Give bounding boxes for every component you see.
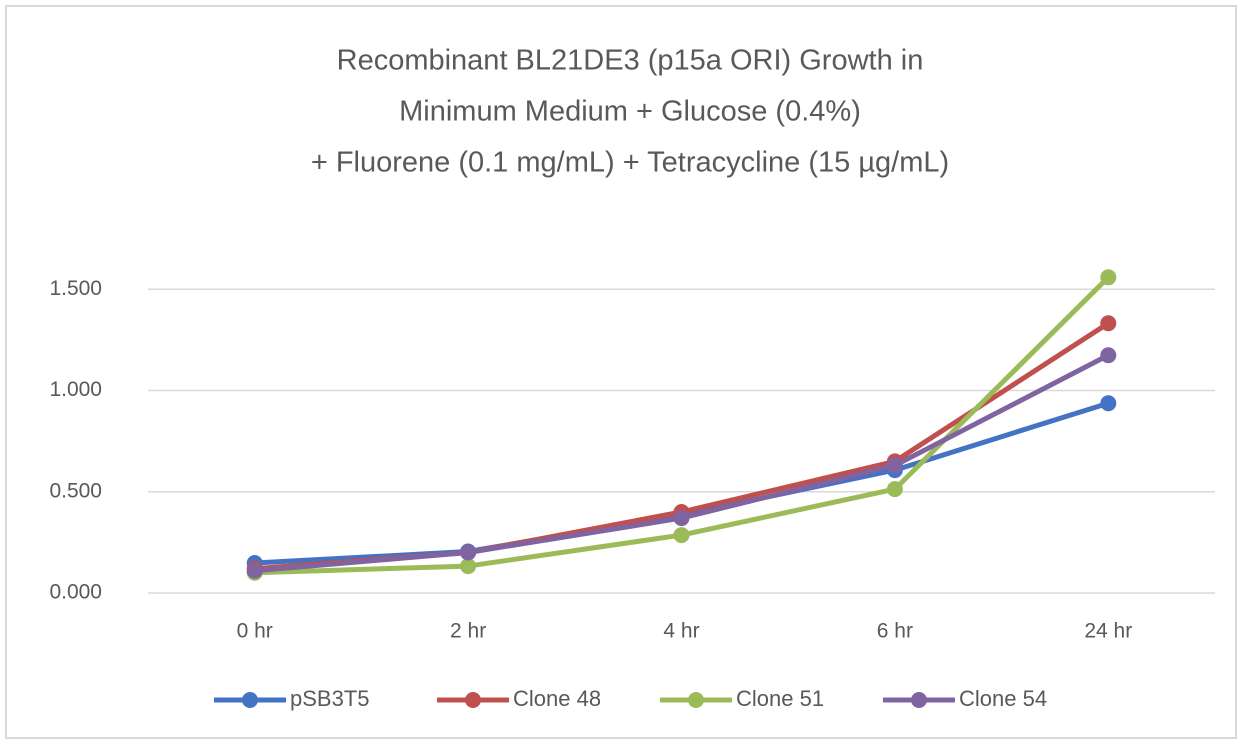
data-point — [673, 527, 690, 544]
data-point — [1100, 347, 1117, 364]
legend-label: Clone 48 — [513, 686, 601, 711]
legend-label: Clone 51 — [736, 686, 824, 711]
legend-marker — [242, 692, 258, 708]
legend-marker — [465, 692, 481, 708]
x-tick-label: 0 hr — [237, 620, 273, 643]
chart-title: Minimum Medium + Glucose (0.4%) — [399, 96, 861, 128]
data-point — [886, 457, 903, 474]
data-point — [1100, 315, 1117, 332]
data-point — [460, 544, 477, 561]
x-tick-label: 6 hr — [877, 620, 913, 643]
chart-title: Recombinant BL21DE3 (p15a ORI) Growth in — [337, 45, 924, 77]
y-tick-label: 1.000 — [49, 378, 102, 401]
data-point — [1100, 395, 1117, 412]
data-point — [246, 562, 263, 579]
y-tick-label: 0.000 — [49, 581, 102, 604]
data-point — [673, 510, 690, 527]
data-point — [460, 558, 477, 575]
y-tick-label: 0.500 — [49, 479, 102, 502]
chart-title: + Fluorene (0.1 mg/mL) + Tetracycline (1… — [311, 147, 949, 179]
y-tick-label: 1.500 — [49, 277, 102, 300]
data-point — [1100, 269, 1117, 286]
legend-marker — [911, 692, 927, 708]
data-point — [886, 481, 903, 498]
x-tick-label: 2 hr — [450, 620, 486, 643]
legend-label: pSB3T5 — [290, 686, 370, 711]
legend-marker — [688, 692, 704, 708]
legend-label: Clone 54 — [959, 686, 1047, 711]
x-tick-label: 4 hr — [663, 620, 699, 643]
x-tick-label: 24 hr — [1084, 620, 1132, 643]
